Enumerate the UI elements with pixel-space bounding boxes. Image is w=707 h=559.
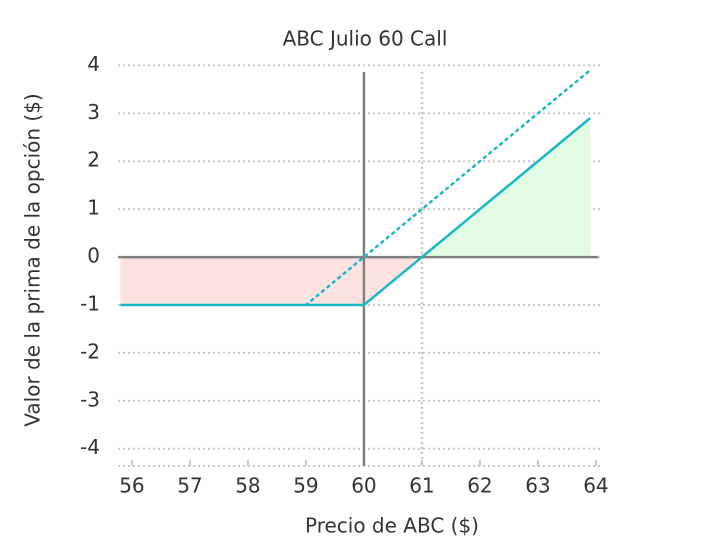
loss-area	[120, 257, 591, 305]
chart-title: ABC Julio 60 Call	[283, 27, 448, 51]
x-tick-label: 62	[467, 474, 492, 498]
x-tick-label: 56	[119, 474, 144, 498]
x-tick-label: 57	[177, 474, 202, 498]
y-tick-label: 1	[87, 196, 100, 220]
x-tick-label: 60	[351, 474, 376, 498]
y-tick-label: -2	[80, 339, 100, 363]
x-tick-label: 61	[409, 474, 434, 498]
y-tick-label: -1	[80, 291, 100, 315]
y-tick-label: 4	[87, 52, 100, 76]
y-tick-label: 0	[87, 244, 100, 268]
series-line	[120, 117, 591, 307]
x-tick-label: 58	[235, 474, 260, 498]
y-tick-label: 2	[87, 148, 100, 172]
x-axis-label: Precio de ABC ($)	[305, 514, 479, 538]
y-tick-label: -3	[80, 387, 100, 411]
y-tick-label: -4	[80, 435, 100, 459]
y-axis-label: Valor de la prima de la opción ($)	[21, 93, 45, 426]
y-tick-label: 3	[87, 100, 100, 124]
x-tick-label: 59	[293, 474, 318, 498]
x-tick-label: 63	[525, 474, 550, 498]
x-tick-label: 64	[583, 474, 608, 498]
series-line	[304, 68, 592, 307]
